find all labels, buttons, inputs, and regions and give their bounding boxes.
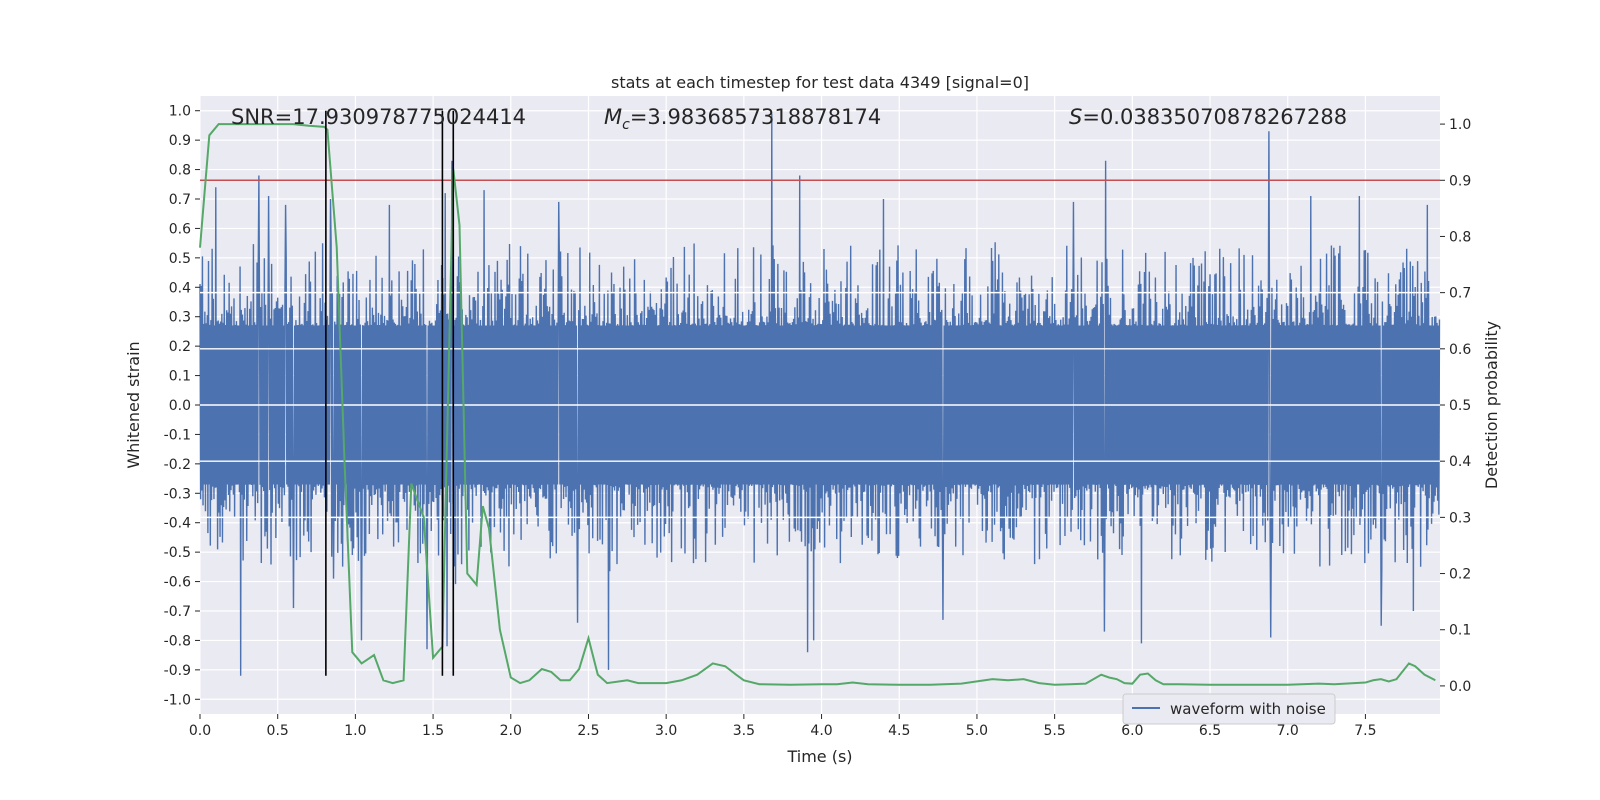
- y-tick-label: 1.0: [169, 104, 191, 120]
- y-tick-label: 0.3: [169, 310, 191, 326]
- x-tick-label: 7.0: [1277, 723, 1299, 739]
- x-tick-label: 4.0: [810, 723, 832, 739]
- snr-annotation: SNR=17.930978775024414: [231, 105, 526, 129]
- x-tick-label: 5.0: [966, 723, 988, 739]
- y-tick-label: 0.7: [169, 192, 191, 208]
- right-y-axis-ticks: 0.0 0.1 0.2 0.3 0.4 0.5 0.6 0.7 0.8 0.9 1.0: [1440, 117, 1471, 695]
- y-tick-label: 0.9: [169, 133, 191, 149]
- x-axis-label: Time (s): [786, 747, 852, 766]
- y-tick-label: 0.4: [169, 280, 191, 296]
- right-y-tick-label: 0.1: [1449, 623, 1471, 639]
- x-tick-label: 3.5: [733, 723, 755, 739]
- y-tick-label: 0.6: [169, 221, 191, 237]
- y-tick-label: -0.7: [164, 604, 191, 620]
- x-tick-label: 4.5: [888, 723, 910, 739]
- s-symbol: S: [1069, 105, 1082, 129]
- right-y-tick-label: 0.0: [1449, 679, 1471, 695]
- waveform-line: [199, 113, 1441, 676]
- chirp-mass-symbol: M: [604, 105, 622, 129]
- right-y-tick-label: 0.8: [1449, 229, 1471, 245]
- y-tick-label: 0.5: [169, 251, 191, 267]
- y-tick-label: -0.2: [164, 457, 191, 473]
- y-tick-label: -0.3: [164, 486, 191, 502]
- event-markers: [325, 110, 455, 676]
- waveform-series: [199, 113, 1441, 676]
- chart-title: stats at each timestep for test data 434…: [611, 73, 1029, 92]
- right-y-tick-label: 0.6: [1449, 342, 1471, 358]
- s-value: =0.03835070878267288: [1082, 105, 1347, 129]
- probability-line: [199, 123, 1436, 686]
- right-y-tick-label: 0.9: [1449, 173, 1471, 189]
- right-y-tick-label: 0.7: [1449, 286, 1471, 302]
- x-tick-label: 2.5: [577, 723, 599, 739]
- legend: waveform with noise: [1122, 693, 1336, 725]
- y-tick-label: 0.8: [169, 163, 191, 179]
- x-tick-label: 5.5: [1044, 723, 1066, 739]
- x-tick-label: 1.0: [344, 723, 366, 739]
- chirp-mass-annotation: Mc=3.9836857318878174: [604, 105, 881, 133]
- right-y-tick-label: 0.4: [1449, 454, 1471, 470]
- y-tick-label: -0.1: [164, 427, 191, 443]
- y-tick-label: -0.4: [164, 516, 191, 532]
- y-tick-label: -0.5: [164, 545, 191, 561]
- y-tick-label: 0.1: [169, 369, 191, 385]
- y-tick-label: -1.0: [164, 692, 191, 708]
- noise-band-lines: [200, 291, 1440, 519]
- x-axis-ticks: 0.0 0.5 1.0 1.5 2.0 2.5 3.0 3.5 4.0 4.5 5.0 5.5 6.0 6…: [189, 714, 1377, 739]
- x-tick-label: 3.0: [655, 723, 677, 739]
- right-y-tick-label: 0.2: [1449, 567, 1471, 583]
- chirp-mass-value: =3.9836857318878174: [630, 105, 881, 129]
- right-y-tick-label: 0.5: [1449, 398, 1471, 414]
- chirp-mass-subscript: c: [622, 117, 630, 133]
- right-y-tick-label: 0.3: [1449, 510, 1471, 526]
- y-tick-label: -0.9: [164, 663, 191, 679]
- x-tick-label: 0.5: [267, 723, 289, 739]
- y-tick-label: 0.2: [169, 339, 191, 355]
- left-y-axis-label: Whitened strain: [124, 341, 143, 468]
- probability-series: [199, 123, 1436, 686]
- y-tick-label: -0.6: [164, 575, 191, 591]
- legend-label-waveform: waveform with noise: [1170, 700, 1326, 718]
- right-y-axis-label: Detection probability: [1482, 321, 1501, 489]
- y-tick-label: -0.8: [164, 633, 191, 649]
- left-y-axis-ticks: -1.0 -0.9 -0.8 -0.7 -0.6 -0.5 -0.4 -0.3 -0.2 -0.1…: [164, 104, 200, 708]
- s-annotation: S=0.03835070878267288: [1069, 105, 1347, 129]
- x-tick-label: 1.5: [422, 723, 444, 739]
- x-tick-label: 7.5: [1354, 723, 1376, 739]
- x-tick-label: 2.0: [500, 723, 522, 739]
- x-tick-label: 6.5: [1199, 723, 1221, 739]
- right-y-tick-label: 1.0: [1449, 117, 1471, 133]
- y-tick-label: 0.0: [169, 398, 191, 414]
- x-tick-label: 0.0: [189, 723, 211, 739]
- legend-box: [1122, 693, 1336, 725]
- x-tick-label: 6.0: [1121, 723, 1143, 739]
